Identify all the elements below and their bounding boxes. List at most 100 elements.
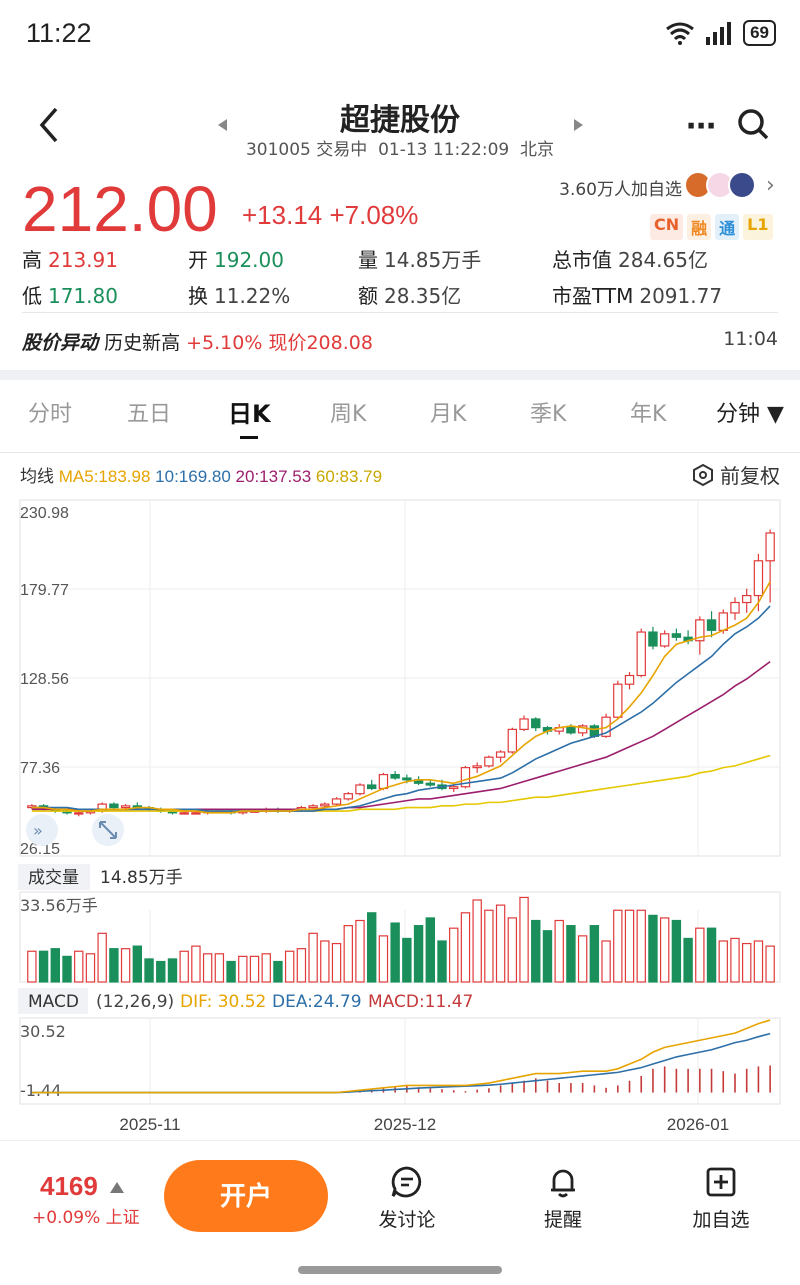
signal-icon	[706, 22, 732, 45]
open-account-button[interactable]: 开户	[164, 1160, 328, 1232]
quote-location: 北京	[520, 140, 555, 160]
volume-bar	[695, 927, 705, 983]
y-axis-label: 26.15	[20, 841, 60, 858]
stat-open: 开 192.00	[188, 248, 284, 272]
volume-bar	[284, 950, 295, 983]
candle-body	[460, 767, 471, 788]
volume-bar	[249, 955, 260, 983]
candle-body	[730, 601, 740, 614]
chevron-right-icon[interactable]: ›	[766, 173, 775, 198]
tab-intraday[interactable]: 分时	[28, 402, 73, 427]
section-gap	[0, 370, 800, 380]
candle-body	[367, 784, 377, 790]
volume-bar	[367, 912, 377, 983]
volume-bar	[577, 935, 588, 983]
alert-text: 历史新高	[104, 332, 181, 354]
macd-label: MACD	[28, 992, 79, 1012]
candle-body	[531, 718, 541, 729]
candle-body	[402, 777, 412, 781]
volume-bar	[355, 919, 365, 983]
candle-body	[425, 782, 435, 786]
tab-monthly-k[interactable]: 月K	[430, 402, 467, 427]
volume-bar	[718, 940, 728, 983]
candle-body	[308, 805, 318, 809]
market-badge: L1	[743, 214, 773, 240]
tab-weekly-k[interactable]: 周K	[330, 402, 367, 427]
ma60-line	[31, 754, 771, 812]
more-icon[interactable]: ⋯	[686, 109, 718, 144]
stat-low: 低 171.80	[22, 284, 118, 308]
volume-bar	[191, 945, 201, 983]
status-bar: 11:22 69	[0, 0, 800, 70]
battery-icon: 69	[743, 20, 776, 46]
remind-button[interactable]: 提醒	[518, 1165, 608, 1235]
tab-daily-k[interactable]: 日K	[228, 400, 271, 428]
volume-bar	[179, 950, 189, 983]
candle-body	[636, 631, 646, 677]
back-arrow-icon[interactable]	[34, 105, 66, 145]
macd-panel-frame	[19, 1017, 781, 1105]
volume-bar	[343, 925, 353, 983]
volume-bar	[390, 922, 400, 983]
volume-panel-frame	[19, 891, 781, 983]
candle-body	[320, 803, 330, 807]
volume-bar	[460, 912, 471, 983]
watchers-count[interactable]: 3.60万人加自选	[559, 180, 682, 200]
candle-body	[765, 532, 775, 562]
volume-bar	[742, 942, 752, 983]
index-value[interactable]: 4169	[40, 1171, 98, 1201]
volume-bar	[38, 950, 49, 983]
volume-bar	[706, 927, 717, 983]
volume-bar	[74, 950, 84, 983]
watcher-avatars[interactable]	[684, 170, 760, 200]
ma20-line	[31, 660, 771, 811]
candle-body	[484, 756, 494, 767]
add-watch-button[interactable]: 加自选	[676, 1165, 766, 1235]
volume-label-bg	[18, 864, 90, 890]
stat-volume: 量 14.85万手	[358, 248, 482, 272]
tab-minute[interactable]: 分钟 ▼	[716, 402, 784, 427]
candle-body	[74, 812, 84, 815]
tab-yearly-k[interactable]: 年K	[630, 402, 667, 427]
candle-body	[624, 674, 635, 685]
volume-bar	[85, 953, 96, 983]
x-axis-label: 2025-12	[374, 1115, 436, 1134]
y-axis-label: 77.36	[20, 760, 60, 777]
candle-body	[179, 812, 189, 815]
volume-bar	[624, 909, 635, 983]
volume-bar	[27, 950, 37, 983]
macd-value: MACD:11.47	[368, 992, 473, 1012]
volume-bar	[167, 958, 178, 983]
volume-axis-label: 33.56万手	[20, 896, 98, 915]
adjust-toggle[interactable]: 前复权	[692, 460, 780, 489]
divider	[0, 452, 800, 453]
candle-body	[449, 786, 459, 790]
index-change[interactable]: +0.09% 上证	[32, 1208, 140, 1228]
volume-bar	[156, 960, 166, 983]
current-price: 212.00	[22, 173, 218, 245]
macd-axis-label: -1.44	[20, 1081, 61, 1100]
price-alert[interactable]: 股价异动 历史新高 +5.10% 现价208.08 11:04	[22, 328, 778, 358]
discuss-button[interactable]: 发讨论	[362, 1165, 452, 1235]
quote-datetime: 01-13 11:22:09	[378, 140, 510, 160]
next-stock-icon[interactable]	[574, 119, 583, 131]
fullscreen-icon	[99, 821, 117, 839]
volume-bar	[589, 925, 600, 983]
candle-body	[191, 812, 201, 815]
candle-body	[648, 631, 658, 647]
candle-body	[613, 683, 623, 718]
volume-bar	[261, 953, 271, 983]
x-axis-label: 2026-01	[667, 1115, 729, 1134]
volume-bar	[449, 927, 459, 983]
tab-five-day[interactable]: 五日	[127, 402, 172, 427]
trade-status: 交易中	[316, 140, 368, 160]
home-indicator	[298, 1266, 502, 1274]
prev-stock-icon[interactable]	[218, 119, 227, 131]
status-time: 11:22	[26, 18, 92, 48]
volume-bar	[273, 960, 283, 983]
volume-bar	[531, 919, 541, 983]
volume-bar	[296, 948, 307, 983]
tab-quarterly-k[interactable]: 季K	[530, 402, 567, 427]
search-icon[interactable]	[736, 107, 770, 141]
